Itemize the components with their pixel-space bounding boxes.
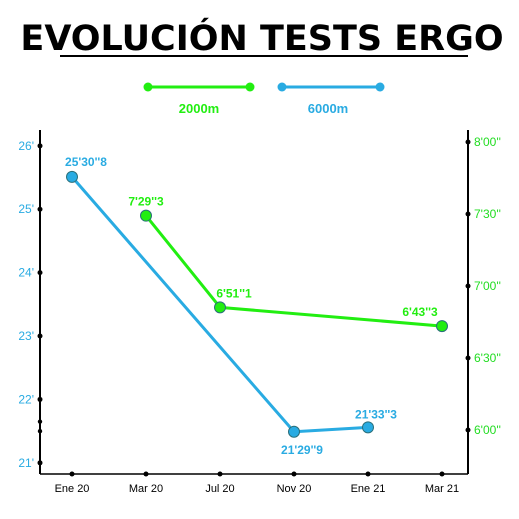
legend-marker-start-6000m [277, 82, 287, 92]
legend: 2000m 6000m [143, 82, 385, 116]
right-tick-dot [465, 355, 471, 361]
data-point-2000m [436, 320, 448, 333]
left-tick-label: 21' [18, 456, 34, 470]
right-tick-label: 6'30'' [474, 351, 501, 365]
right-tick-dot [465, 211, 471, 217]
axes: 26' 25' 24' 23' 22' 21' 8'00'' 7'30'' 7'00'' 6'30… [18, 130, 501, 495]
series-line-2000m [144, 214, 443, 328]
right-tick-label: 7'30'' [474, 207, 501, 221]
legend-marker-end-2000m [245, 82, 255, 92]
left-tick-dot [37, 460, 43, 466]
right-tick-label: 8'00'' [474, 135, 501, 149]
x-tick-label: Jul 20 [205, 483, 234, 495]
left-tick-dot [37, 143, 43, 149]
x-tick-dot [291, 471, 297, 477]
data-point-2000m [140, 209, 152, 222]
left-tick-label: 26' [18, 139, 34, 153]
left-tick-dot [37, 206, 43, 212]
right-tick-label: 6'00'' [474, 423, 501, 437]
left-minor-tick-dot [37, 428, 43, 434]
x-tick-dot [69, 471, 75, 477]
data-label-2000m: 7'29''3 [128, 195, 164, 209]
series-layer: 7'29''3 6'51''1 6'43''3 25'30''8 21'29''9 21'… [65, 155, 448, 457]
legend-label-6000m: 6000m [308, 101, 348, 116]
left-tick-label: 23' [18, 329, 34, 343]
x-tick-label: Ene 20 [55, 483, 90, 495]
x-tick-dot [365, 471, 371, 477]
right-tick-dot [465, 427, 471, 433]
x-tick-label: Mar 20 [129, 483, 163, 495]
x-tick-label: Mar 21 [425, 483, 459, 495]
data-label-6000m: 25'30''8 [65, 155, 107, 169]
left-tick-label: 22' [18, 392, 34, 406]
left-tick-dot [37, 396, 43, 402]
data-label-6000m: 21'33''3 [355, 407, 397, 421]
data-label-2000m: 6'51''1 [216, 286, 252, 300]
x-tick-dot [217, 471, 223, 477]
x-tick-label: Ene 21 [351, 483, 386, 495]
data-label-6000m: 21'29''9 [281, 443, 323, 457]
right-tick-dot [465, 139, 471, 145]
data-label-2000m: 6'43''3 [402, 305, 438, 319]
right-tick-label: 7'00'' [474, 279, 501, 293]
data-point-2000m [214, 301, 226, 314]
right-tick-dot [465, 283, 471, 289]
left-tick-dot [37, 270, 43, 276]
legend-marker-end-6000m [375, 82, 385, 92]
chart-title: EVOLUCIÓN TESTS ERGO [20, 17, 503, 59]
x-tick-label: Nov 20 [277, 483, 312, 495]
data-point-6000m [362, 421, 374, 434]
x-tick-dot [439, 471, 445, 477]
left-tick-dot [37, 333, 43, 339]
data-point-6000m [66, 170, 78, 183]
left-minor-tick-dot [37, 419, 43, 424]
x-tick-dot [143, 471, 149, 477]
left-tick-label: 24' [18, 266, 34, 280]
legend-marker-start-2000m [143, 82, 153, 92]
left-tick-label: 25' [18, 202, 34, 216]
data-point-6000m [288, 425, 300, 438]
legend-label-2000m: 2000m [179, 101, 219, 116]
